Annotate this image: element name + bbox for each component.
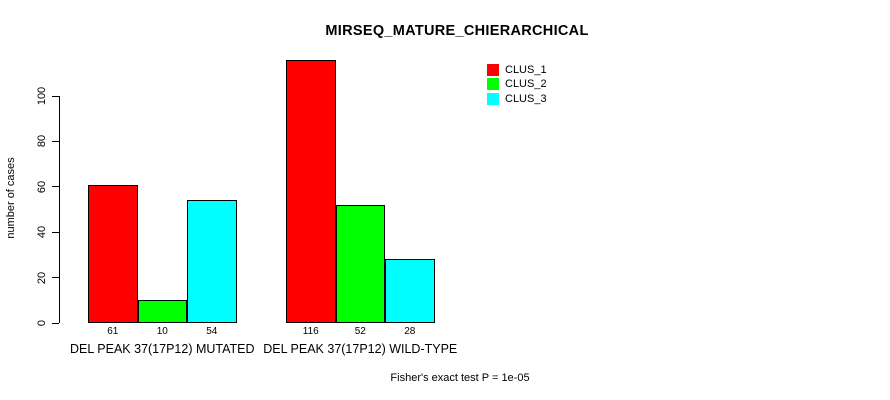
y-tick-mark: [52, 95, 59, 97]
y-axis-label: number of cases: [5, 157, 17, 239]
legend-item-clus_3: CLUS_3: [487, 92, 547, 105]
y-tick-label: 60: [36, 180, 48, 193]
bar-value-label: 52: [354, 326, 366, 337]
bar-clus_1-group2: [286, 59, 336, 323]
legend-label: CLUS_1: [505, 63, 547, 76]
bar-clus_1-group1: [88, 184, 138, 323]
legend-label: CLUS_2: [505, 78, 547, 91]
legend-swatch-clus_1: [487, 63, 499, 76]
y-axis-line: [59, 96, 60, 323]
y-tick-label: 40: [36, 226, 48, 239]
y-tick-label: 20: [36, 271, 48, 284]
y-tick-label: 80: [36, 135, 48, 148]
bar-clus_3-group2: [385, 259, 435, 323]
bar-value-label: 116: [302, 326, 319, 337]
y-tick-mark: [52, 140, 59, 142]
legend-item-clus_1: CLUS_1: [487, 63, 547, 76]
y-tick-mark: [52, 231, 59, 233]
y-tick-mark: [52, 322, 59, 324]
y-tick-label: 100: [36, 86, 48, 106]
y-tick-mark: [52, 186, 59, 188]
x-axis-category-label: DEL PEAK 37(17P12) WILD-TYPE: [263, 342, 458, 356]
bar-clus_2-group2: [335, 204, 385, 323]
y-tick-label: 0: [36, 319, 48, 327]
bar-value-label: 28: [404, 326, 416, 337]
bar-clus_3-group1: [187, 200, 237, 323]
chart-title: MIRSEQ_MATURE_CHIERARCHICAL: [325, 23, 589, 39]
stat-test-annotation: Fisher's exact test P = 1e-05: [390, 372, 530, 384]
legend-item-clus_2: CLUS_2: [487, 78, 547, 91]
bar-value-label: 10: [156, 326, 168, 337]
legend-label: CLUS_3: [505, 92, 547, 105]
bar-value-label: 54: [206, 326, 218, 337]
x-axis-category-label: DEL PEAK 37(17P12) MUTATED: [69, 342, 255, 356]
legend-swatch-clus_2: [487, 78, 499, 91]
bar-clus_2-group1: [137, 300, 187, 323]
y-tick-mark: [52, 277, 59, 279]
legend-swatch-clus_3: [487, 92, 499, 105]
bar-value-label: 61: [107, 326, 119, 337]
